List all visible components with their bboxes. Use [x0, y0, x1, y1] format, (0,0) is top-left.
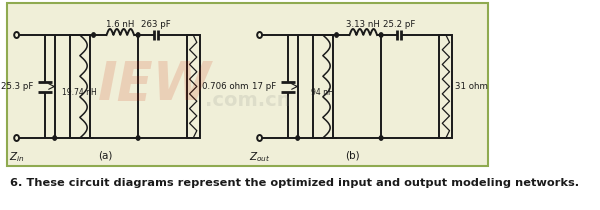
Circle shape: [379, 136, 383, 140]
Text: 25.3 pF: 25.3 pF: [1, 82, 34, 91]
Text: (a): (a): [98, 150, 112, 160]
Text: $Z_{in}$: $Z_{in}$: [9, 150, 25, 164]
Text: IEW: IEW: [97, 59, 211, 111]
Text: 25.2 pF: 25.2 pF: [383, 20, 415, 29]
Text: $Z_{out}$: $Z_{out}$: [249, 150, 271, 164]
Circle shape: [136, 136, 140, 140]
Text: 19.74 nH: 19.74 nH: [62, 88, 97, 97]
Circle shape: [136, 33, 140, 37]
Circle shape: [296, 136, 299, 140]
Text: 17 pF: 17 pF: [253, 82, 277, 91]
Text: 6. These circuit diagrams represent the optimized input and output modeling netw: 6. These circuit diagrams represent the …: [10, 178, 579, 188]
Circle shape: [14, 32, 19, 38]
Bar: [439, 35, 452, 138]
Text: 0.706 ohm: 0.706 ohm: [202, 82, 248, 91]
Text: 3.13 nH: 3.13 nH: [346, 20, 380, 29]
Circle shape: [53, 136, 56, 140]
Text: 1.6 nH: 1.6 nH: [106, 20, 134, 29]
Circle shape: [257, 135, 262, 141]
Circle shape: [14, 135, 19, 141]
Bar: [187, 35, 200, 138]
Text: .com.cn: .com.cn: [205, 91, 290, 109]
Bar: [313, 35, 332, 138]
Circle shape: [379, 33, 383, 37]
Circle shape: [257, 32, 262, 38]
Text: 31 ohm: 31 ohm: [455, 82, 488, 91]
Circle shape: [335, 33, 338, 37]
Text: 94 nH: 94 nH: [311, 88, 334, 97]
Bar: [70, 35, 89, 138]
Circle shape: [92, 33, 95, 37]
Text: (b): (b): [346, 150, 360, 160]
Text: 263 pF: 263 pF: [141, 20, 171, 29]
Bar: [7, 3, 488, 166]
